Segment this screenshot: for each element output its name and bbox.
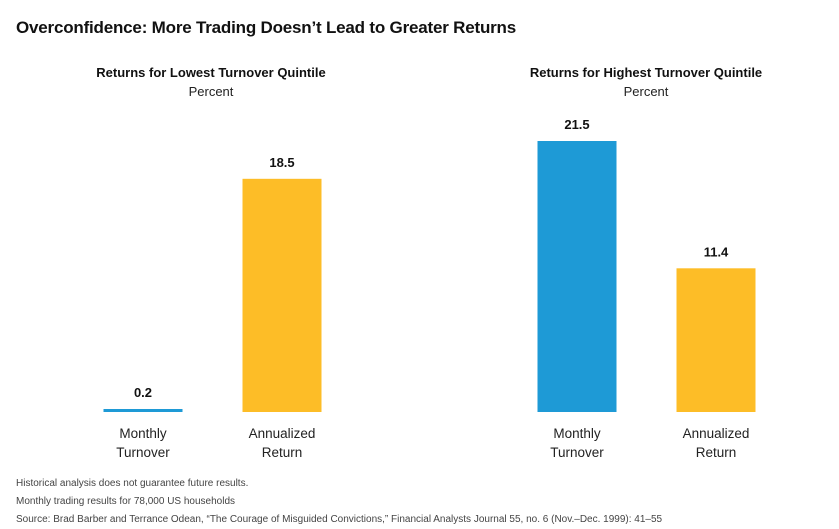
page-title: Overconfidence: More Trading Doesn’t Lea… — [16, 18, 516, 37]
category-label: Monthly — [119, 426, 167, 441]
footnote-disclaimer: Historical analysis does not guarantee f… — [16, 478, 249, 489]
data-label: 21.5 — [564, 117, 589, 132]
chart-subtitle: Percent — [624, 84, 669, 99]
chart-subtitle: Percent — [189, 84, 234, 99]
category-label: Return — [262, 445, 303, 460]
bar — [242, 178, 322, 412]
category-label: Return — [696, 445, 737, 460]
category-label: Annualized — [249, 426, 316, 441]
bar — [103, 409, 183, 412]
data-label: 18.5 — [269, 155, 294, 170]
footnote-source: Source: Brad Barber and Terrance Odean, … — [16, 514, 663, 525]
bar — [537, 141, 617, 412]
chart-title: Returns for Lowest Turnover Quintile — [96, 65, 325, 80]
bar — [676, 268, 756, 412]
chart-title: Returns for Highest Turnover Quintile — [530, 65, 762, 80]
footnote-sample: Monthly trading results for 78,000 US ho… — [16, 496, 236, 507]
chart-panel-2: Returns for Highest Turnover Quintile Per… — [530, 65, 762, 460]
charts-area: Returns for Lowest Turnover Quintile Perc… — [96, 65, 762, 460]
data-label: 11.4 — [704, 244, 729, 259]
category-label: Annualized — [683, 426, 750, 441]
category-label: Monthly — [553, 426, 601, 441]
data-label: 0.2 — [134, 385, 152, 400]
category-label: Turnover — [116, 445, 170, 460]
chart-panel-1: Returns for Lowest Turnover Quintile Perc… — [96, 65, 325, 460]
category-label: Turnover — [550, 445, 604, 460]
footnotes: Historical analysis does not guarantee f… — [16, 475, 662, 529]
